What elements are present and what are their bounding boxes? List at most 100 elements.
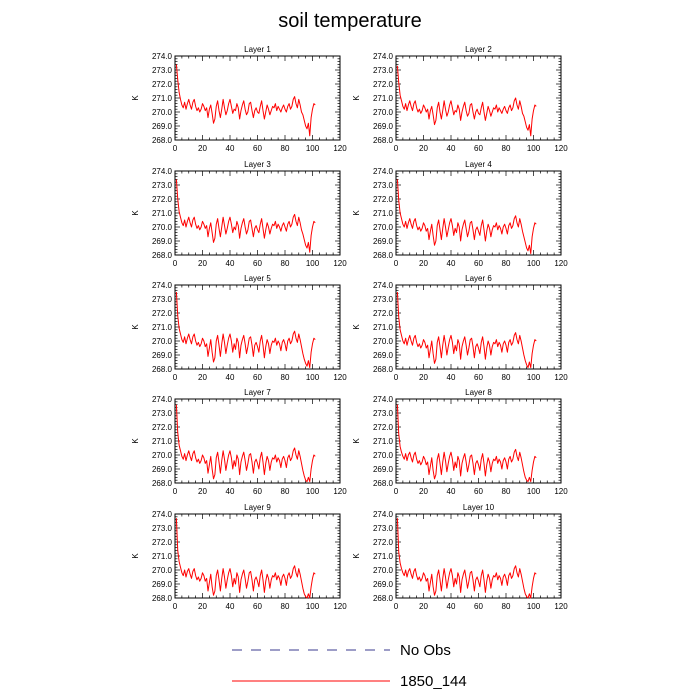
x-tick-label: 80	[281, 602, 290, 611]
series-line-1850-144	[175, 518, 316, 599]
panel-title: Layer 2	[465, 45, 492, 54]
y-tick-label: 268.0	[373, 365, 394, 374]
x-tick-label: 0	[173, 373, 178, 382]
y-tick-label: 268.0	[373, 136, 394, 145]
series-line-1850-144	[396, 404, 537, 483]
panel-title: Layer 7	[244, 388, 271, 397]
x-tick-label: 40	[447, 602, 456, 611]
x-tick-label: 60	[474, 144, 483, 153]
plot-frame	[174, 55, 341, 141]
x-tick-label: 60	[474, 259, 483, 268]
y-tick-label: 273.0	[152, 295, 173, 304]
y-tick-label: 273.0	[152, 409, 173, 418]
x-tick-label: 120	[333, 259, 347, 268]
y-tick-label: 272.0	[152, 80, 173, 89]
y-tick-label: 273.0	[373, 66, 394, 75]
x-tick-label: 100	[306, 144, 320, 153]
x-tick-label: 40	[447, 259, 456, 268]
x-tick-label: 20	[198, 259, 207, 268]
y-tick-label: 268.0	[152, 479, 173, 488]
plot-frame	[174, 398, 341, 484]
y-tick-label: 274.0	[152, 281, 173, 290]
x-tick-label: 120	[554, 259, 568, 268]
y-axis-label: K	[131, 553, 140, 559]
y-tick-label: 274.0	[152, 510, 173, 519]
x-tick-label: 20	[419, 487, 428, 496]
plot-frame	[174, 513, 341, 599]
legend-label-no-obs: No Obs	[400, 642, 451, 659]
y-tick-label: 269.0	[373, 580, 394, 589]
y-tick-label: 272.0	[373, 423, 394, 432]
y-tick-label: 269.0	[152, 122, 173, 131]
plot-frame	[395, 398, 562, 484]
y-tick-label: 269.0	[152, 237, 173, 246]
x-tick-label: 40	[226, 144, 235, 153]
y-tick-label: 272.0	[373, 80, 394, 89]
x-tick-label: 80	[502, 373, 511, 382]
x-tick-label: 60	[253, 602, 262, 611]
panel-10: Layer 10 0 20 40 60 80 100 120 268.0 269.0 270.0 27…	[352, 503, 568, 611]
x-tick-label: 20	[198, 373, 207, 382]
x-tick-label: 40	[447, 373, 456, 382]
y-tick-label: 273.0	[373, 409, 394, 418]
panel-8: Layer 8 0 20 40 60 80 100 120 268.0 269.0 270.0 271…	[352, 388, 568, 496]
panel-4: Layer 4 0 20 40 60 80 100 120 268.0 269.0 270.0 271…	[352, 160, 568, 268]
x-tick-label: 120	[554, 144, 568, 153]
y-tick-label: 273.0	[373, 524, 394, 533]
panel-title: Layer 9	[244, 503, 271, 512]
y-tick-label: 269.0	[152, 351, 173, 360]
plot-frame	[174, 170, 341, 256]
series-line-1850-144	[396, 65, 537, 137]
panel-9: Layer 9 0 20 40 60 80 100 120 268.0 269.0 270.0 271…	[131, 503, 347, 611]
x-tick-label: 0	[394, 144, 399, 153]
y-tick-label: 272.0	[373, 195, 394, 204]
plot-frame	[174, 284, 341, 370]
series-line-1850-144	[396, 179, 537, 255]
plot-frame	[395, 284, 562, 370]
y-tick-label: 270.0	[373, 223, 394, 232]
y-tick-label: 271.0	[373, 94, 394, 103]
y-tick-label: 271.0	[373, 323, 394, 332]
x-tick-label: 80	[281, 373, 290, 382]
x-tick-label: 120	[333, 144, 347, 153]
x-tick-label: 120	[554, 602, 568, 611]
y-tick-label: 272.0	[152, 423, 173, 432]
legend: No Obs 1850_144	[232, 642, 467, 690]
y-axis-label: K	[131, 210, 140, 216]
x-tick-label: 40	[447, 487, 456, 496]
x-tick-label: 20	[419, 144, 428, 153]
plot-frame	[395, 170, 562, 256]
panel-title: Layer 8	[465, 388, 492, 397]
x-tick-label: 20	[198, 144, 207, 153]
y-tick-label: 268.0	[373, 251, 394, 260]
y-tick-label: 268.0	[152, 594, 173, 603]
x-tick-label: 100	[527, 373, 541, 382]
y-tick-label: 274.0	[373, 510, 394, 519]
y-axis-label: K	[352, 438, 361, 444]
y-tick-label: 272.0	[373, 309, 394, 318]
panel-2: Layer 2 0 20 40 60 80 100 120 268.0 269.0 270.0 271…	[352, 45, 568, 153]
x-tick-label: 0	[173, 259, 178, 268]
x-tick-label: 0	[394, 259, 399, 268]
x-tick-label: 100	[527, 144, 541, 153]
y-tick-label: 271.0	[152, 552, 173, 561]
x-tick-label: 120	[554, 373, 568, 382]
y-tick-label: 271.0	[373, 437, 394, 446]
x-tick-label: 40	[226, 602, 235, 611]
panel-title: Layer 4	[465, 160, 492, 169]
y-tick-label: 271.0	[152, 437, 173, 446]
x-tick-label: 20	[419, 259, 428, 268]
y-tick-label: 270.0	[152, 337, 173, 346]
y-tick-label: 269.0	[373, 351, 394, 360]
y-tick-label: 274.0	[152, 395, 173, 404]
x-tick-label: 60	[253, 144, 262, 153]
y-tick-label: 268.0	[373, 479, 394, 488]
x-tick-label: 20	[419, 373, 428, 382]
x-tick-label: 40	[226, 373, 235, 382]
y-axis-label: K	[352, 210, 361, 216]
panel-3: Layer 3 0 20 40 60 80 100 120 268.0 269.0 270.0 271…	[131, 160, 347, 268]
x-tick-label: 80	[502, 144, 511, 153]
series-line-1850-144	[175, 64, 316, 137]
series-line-1850-144	[175, 404, 316, 483]
